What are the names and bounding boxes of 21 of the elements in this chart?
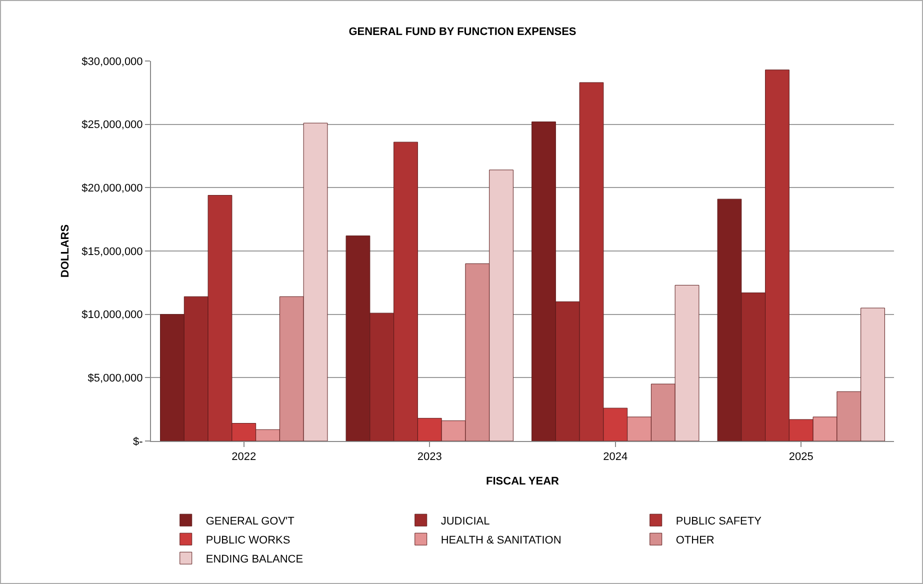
y-tick-label: $5,000,000 — [88, 372, 143, 385]
x-tick-label: 2022 — [232, 451, 256, 464]
legend-label: ENDING BALANCE — [206, 553, 304, 566]
legend-label: PUBLIC SAFETY — [676, 515, 762, 528]
y-tick-label: $20,000,000 — [82, 182, 143, 195]
x-tick-label: 2024 — [603, 451, 628, 464]
x-axis-title: FISCAL YEAR — [486, 475, 560, 488]
y-tick-label: $25,000,000 — [82, 119, 143, 132]
legend-label: PUBLIC WORKS — [206, 534, 290, 546]
x-tick-label: 2025 — [788, 451, 814, 464]
y-tick-label: $30,000,000 — [82, 56, 143, 68]
y-axis-title: DOLLARS — [59, 224, 72, 278]
x-tick-label: 2023 — [417, 451, 442, 464]
y-tick-label: $15,000,000 — [82, 246, 143, 258]
legend-label: JUDICIAL — [440, 515, 490, 528]
y-tick-label: $10,000,000 — [82, 309, 143, 322]
y-tick-label: $- — [133, 436, 144, 448]
chart-title: GENERAL FUND BY FUNCTION EXPENSES — [348, 26, 576, 38]
legend-label: OTHER — [676, 534, 714, 546]
legend-label: HEALTH & SANITATION — [440, 534, 562, 546]
legend-label: GENERAL GOV'T — [206, 515, 295, 528]
